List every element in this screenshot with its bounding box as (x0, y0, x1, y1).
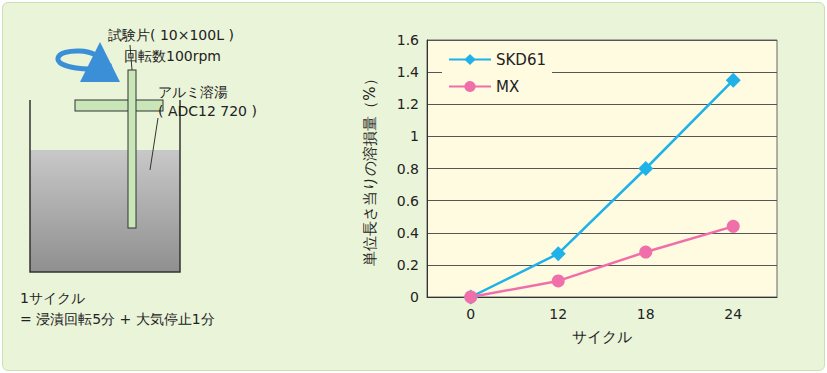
svg-text:1.4: 1.4 (397, 64, 419, 80)
svg-text:1.2: 1.2 (397, 96, 419, 112)
svg-text:0: 0 (466, 306, 475, 322)
svg-text:= 浸漬回転5分 + 大気停止1分: = 浸漬回転5分 + 大気停止1分 (20, 311, 215, 327)
svg-text:単位長さ当りの溶損量（%）: 単位長さ当りの溶損量（%） (361, 71, 379, 265)
svg-text:サイクル: サイクル (572, 328, 632, 346)
svg-text:1サイクル: 1サイクル (20, 290, 85, 306)
svg-text:24: 24 (724, 306, 742, 322)
svg-text:1: 1 (410, 128, 419, 144)
svg-text:SKD61: SKD61 (496, 51, 546, 69)
svg-text:( ADC12 720 ): ( ADC12 720 ) (158, 103, 257, 119)
svg-text:回転数100rpm: 回転数100rpm (124, 48, 221, 64)
svg-text:0.2: 0.2 (397, 257, 419, 273)
svg-text:アルミ溶湯: アルミ溶湯 (158, 84, 228, 100)
svg-text:1.6: 1.6 (397, 32, 419, 48)
svg-text:0.8: 0.8 (397, 161, 419, 177)
svg-text:18: 18 (637, 306, 655, 322)
svg-text:0: 0 (410, 289, 419, 305)
svg-text:12: 12 (549, 306, 567, 322)
svg-text:0.4: 0.4 (397, 225, 419, 241)
svg-text:0.6: 0.6 (397, 193, 419, 209)
svg-text:試験片( 10×100L ): 試験片( 10×100L ) (108, 27, 234, 43)
svg-text:MX: MX (496, 78, 519, 96)
